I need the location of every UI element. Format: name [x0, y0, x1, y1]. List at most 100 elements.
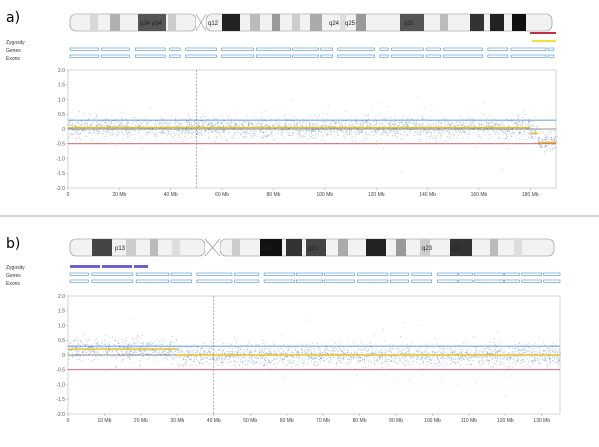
- data-point: [153, 128, 155, 130]
- data-point: [183, 136, 185, 138]
- data-point: [511, 357, 513, 359]
- y-tick-label: -2.0: [56, 186, 65, 192]
- data-point: [518, 121, 520, 122]
- data-point: [383, 129, 385, 131]
- data-point: [77, 350, 79, 352]
- data-point: [544, 150, 545, 152]
- data-point: [500, 122, 502, 124]
- data-point: [113, 120, 115, 122]
- exon-bar: [411, 279, 432, 283]
- data-point: [328, 126, 329, 127]
- data-point: [439, 362, 440, 364]
- data-point: [332, 351, 334, 353]
- data-point: [305, 130, 307, 132]
- data-point: [476, 349, 478, 351]
- data-point: [229, 353, 231, 355]
- data-point: [516, 115, 518, 116]
- data-point: [321, 355, 323, 357]
- data-point: [319, 350, 321, 352]
- data-point: [119, 129, 121, 130]
- data-point: [458, 124, 460, 126]
- data-point: [257, 353, 259, 355]
- data-point: [538, 142, 539, 144]
- data-point: [262, 126, 263, 128]
- data-point: [144, 120, 145, 122]
- data-point: [93, 343, 95, 345]
- data-point: [511, 132, 513, 134]
- data-point: [207, 123, 209, 125]
- data-point: [250, 122, 251, 124]
- data-point: [455, 126, 456, 127]
- data-point: [517, 118, 519, 120]
- data-point: [519, 350, 521, 352]
- data-point: [127, 349, 129, 351]
- data-point: [216, 358, 217, 360]
- data-point: [167, 126, 169, 127]
- data-point: [152, 349, 154, 351]
- data-point: [214, 359, 215, 361]
- data-point: [517, 129, 519, 131]
- data-point: [498, 138, 500, 140]
- data-point: [114, 339, 116, 341]
- data-point: [208, 127, 210, 129]
- data-point: [488, 133, 490, 135]
- data-point: [248, 342, 250, 344]
- data-point: [80, 132, 81, 134]
- data-point: [121, 126, 123, 127]
- data-point: [148, 121, 150, 122]
- data-point: [434, 337, 436, 339]
- data-point: [171, 336, 173, 338]
- data-point: [488, 123, 490, 125]
- data-point: [215, 129, 217, 131]
- data-point: [493, 355, 495, 357]
- data-point: [533, 133, 534, 135]
- data-point: [531, 359, 533, 361]
- gene-bar: [437, 272, 459, 276]
- data-point: [176, 130, 178, 131]
- data-point: [196, 346, 198, 348]
- data-point: [499, 349, 501, 350]
- data-point: [319, 115, 320, 116]
- data-point: [198, 125, 200, 127]
- data-point: [364, 119, 366, 120]
- data-point: [270, 346, 272, 348]
- data-point: [118, 346, 120, 348]
- data-point: [149, 129, 151, 130]
- data-point: [507, 353, 509, 355]
- data-point: [329, 129, 331, 130]
- data-point: [319, 353, 320, 354]
- data-point: [496, 360, 497, 361]
- data-point: [230, 123, 232, 125]
- x-tick-label: 160 Mb: [471, 192, 488, 198]
- data-point: [304, 358, 306, 360]
- data-point: [315, 357, 316, 359]
- data-point: [146, 131, 148, 132]
- data-point: [126, 125, 128, 127]
- data-point: [527, 132, 529, 134]
- data-point: [494, 337, 496, 339]
- data-point: [537, 353, 538, 355]
- data-point: [146, 122, 148, 124]
- data-point: [454, 351, 456, 352]
- data-point: [182, 130, 183, 132]
- data-point: [69, 349, 71, 351]
- data-point: [410, 356, 411, 358]
- data-point: [122, 354, 123, 355]
- data-point: [485, 134, 487, 136]
- data-point: [79, 354, 80, 356]
- data-point: [179, 356, 180, 358]
- data-point: [388, 129, 390, 131]
- data-point: [483, 131, 485, 133]
- data-point: [510, 133, 511, 135]
- data-point: [401, 352, 403, 353]
- data-point: [511, 121, 513, 122]
- data-point: [115, 129, 117, 130]
- data-point: [511, 129, 513, 131]
- data-point: [137, 126, 139, 127]
- data-point: [170, 350, 172, 352]
- data-point: [330, 123, 331, 125]
- data-point: [225, 129, 227, 130]
- data-point: [168, 351, 170, 353]
- data-point: [498, 361, 500, 362]
- data-point: [399, 124, 400, 126]
